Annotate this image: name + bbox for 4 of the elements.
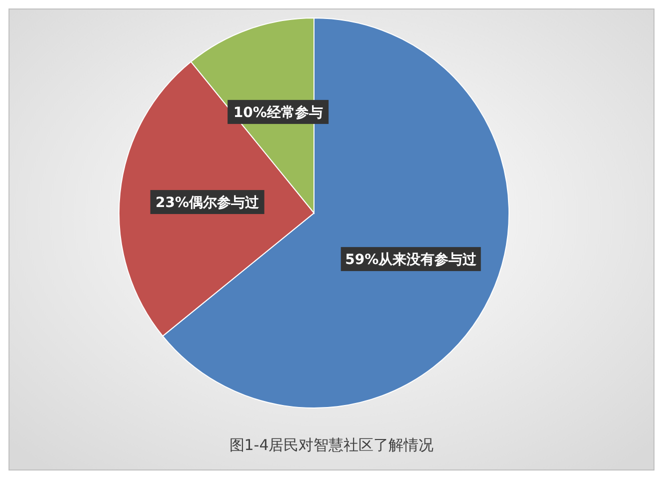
slice-label: 10%经常参与	[233, 104, 323, 121]
slice-label: 23%偶尔参与过	[156, 194, 260, 211]
text: 图1-4居民对智慧社区了解情况	[229, 436, 434, 454]
slice-label: 59%从来没有参与过	[345, 250, 478, 268]
